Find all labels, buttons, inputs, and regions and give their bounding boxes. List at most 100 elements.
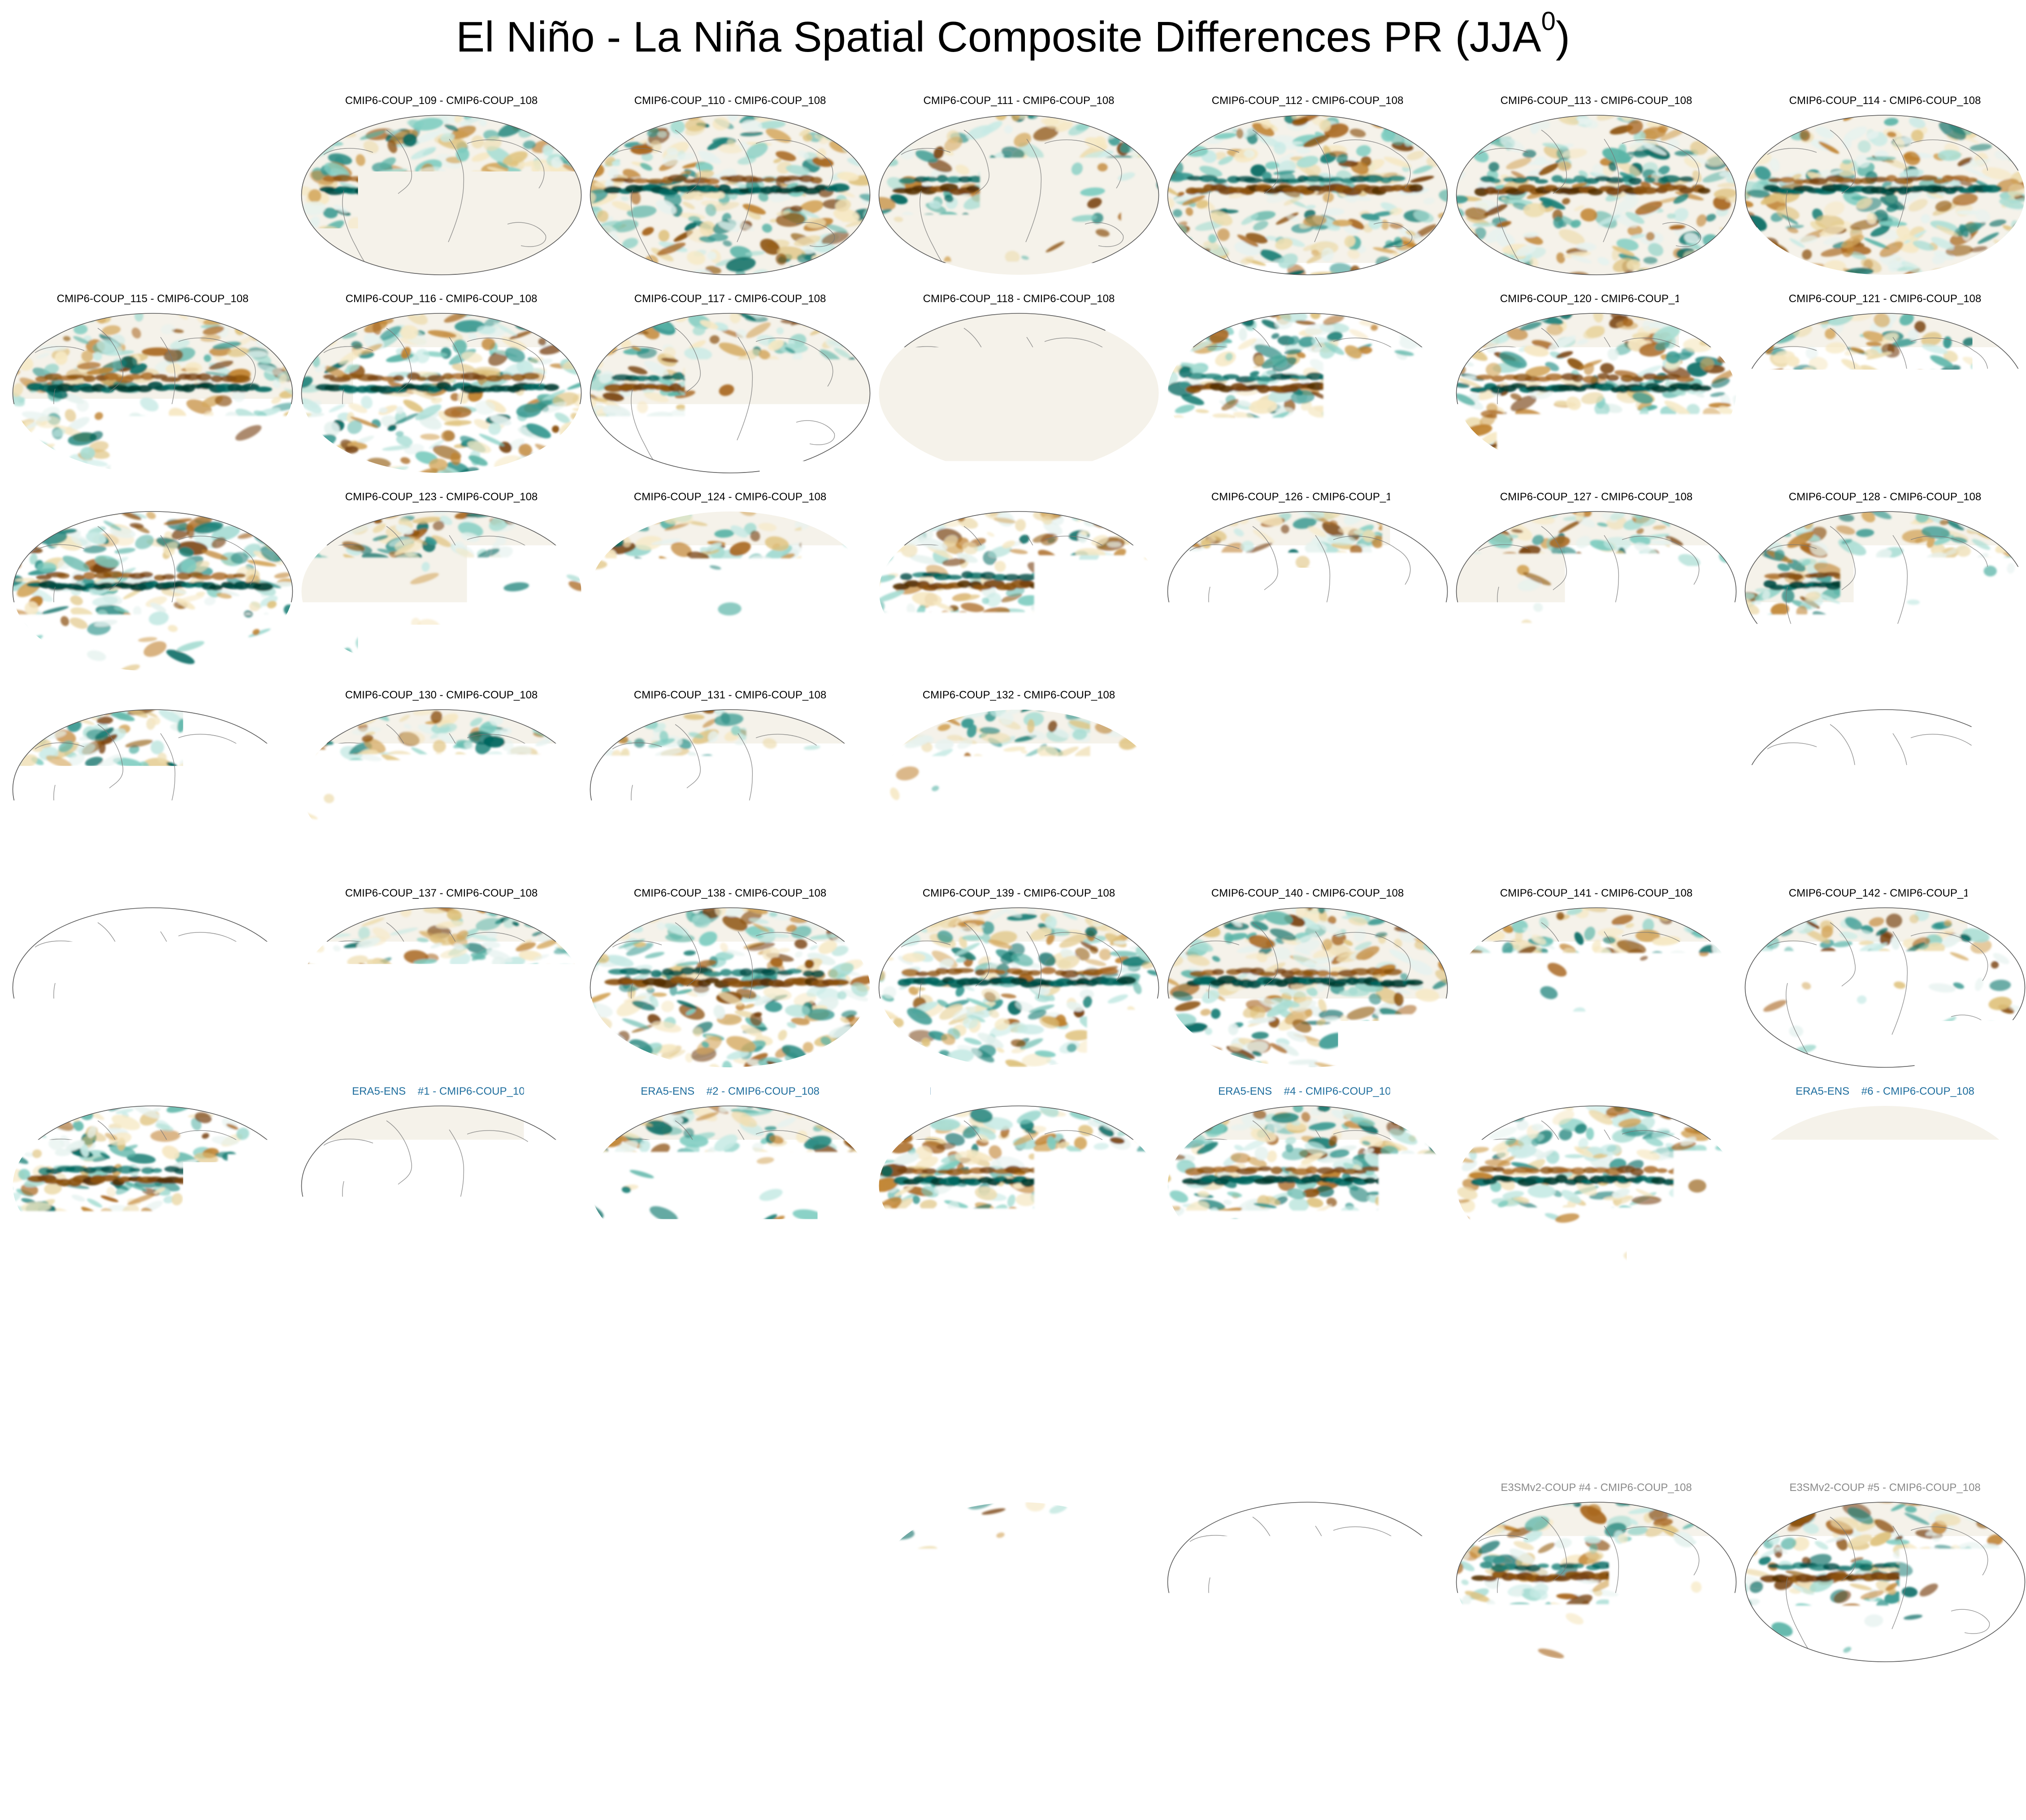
anomaly-patch xyxy=(1145,456,1159,468)
flanking-band-patch xyxy=(807,373,823,381)
anomaly-patch xyxy=(1155,122,1163,137)
anomaly-patch xyxy=(1740,168,1747,178)
anomaly-patch xyxy=(864,138,875,153)
anomaly-patch xyxy=(1163,465,1176,476)
anomaly-patch xyxy=(622,469,639,476)
anomaly-patch xyxy=(298,127,311,139)
anomaly-patch xyxy=(277,451,297,463)
anomaly-patch xyxy=(1977,452,1990,461)
anomaly-patch xyxy=(319,524,336,536)
anomaly-patch xyxy=(258,659,266,665)
equatorial-band-patch xyxy=(1696,386,1712,391)
anomaly-patch xyxy=(334,313,352,329)
anomaly-patch xyxy=(343,462,364,474)
anomaly-patch xyxy=(276,320,293,337)
anomaly-patch xyxy=(1684,264,1710,278)
anomaly-patch xyxy=(844,272,875,278)
flanking-band-patch xyxy=(519,572,540,580)
flanking-band-patch xyxy=(1660,175,1681,183)
anomaly-patch xyxy=(874,269,884,277)
anomaly-patch xyxy=(1751,135,1764,143)
anomaly-patch xyxy=(925,267,941,278)
anomaly-patch xyxy=(19,656,49,669)
anomaly-patch xyxy=(1983,268,1999,278)
anomaly-patch xyxy=(1477,315,1498,325)
anomaly-patch xyxy=(330,455,354,467)
anomaly-patch xyxy=(1709,467,1718,475)
anomaly-patch xyxy=(309,130,325,146)
anomaly-patch xyxy=(352,267,370,277)
anomaly-patch xyxy=(1452,436,1463,449)
anomaly-patch xyxy=(586,146,593,156)
anomaly-patch xyxy=(1372,315,1385,322)
anomaly-patch xyxy=(1745,232,1756,245)
anomaly-patch xyxy=(1514,112,1529,121)
anomaly-patch xyxy=(860,667,871,674)
anomaly-patch xyxy=(1467,313,1483,329)
global-precip-map xyxy=(874,310,1163,476)
anomaly-patch xyxy=(1437,446,1452,462)
anomaly-patch xyxy=(632,458,646,472)
anomaly-patch xyxy=(621,461,651,471)
anomaly-patch xyxy=(1163,256,1184,277)
anomaly-patch xyxy=(915,321,937,334)
anomaly-patch xyxy=(273,327,290,343)
anomaly-patch xyxy=(300,270,314,278)
anomaly-patch xyxy=(1452,121,1462,134)
anomaly-patch xyxy=(1524,310,1549,318)
anomaly-patch xyxy=(1191,112,1213,119)
anomaly-patch xyxy=(1163,146,1180,159)
flanking-band-patch xyxy=(1780,177,1795,183)
anomaly-patch xyxy=(1163,240,1179,260)
anomaly-patch xyxy=(11,641,23,654)
anomaly-patch xyxy=(615,519,633,533)
anomaly-patch xyxy=(37,310,54,321)
anomaly-patch xyxy=(1151,443,1163,458)
anomaly-patch xyxy=(396,406,403,414)
anomaly-patch xyxy=(874,154,891,162)
anomaly-patch xyxy=(19,328,46,338)
anomaly-patch xyxy=(1775,116,1794,121)
anomaly-patch xyxy=(1165,136,1184,153)
anomaly-patch xyxy=(251,462,277,468)
anomaly-patch xyxy=(1223,312,1246,321)
anomaly-patch xyxy=(586,647,614,659)
anomaly-patch xyxy=(553,451,567,461)
anomaly-patch xyxy=(337,268,349,278)
anomaly-patch xyxy=(883,310,897,315)
anomaly-patch xyxy=(861,357,875,368)
anomaly-patch xyxy=(305,335,329,347)
anomaly-patch xyxy=(352,667,362,674)
anomaly-patch xyxy=(278,335,290,345)
anomaly-patch xyxy=(617,317,636,323)
anomaly-patch xyxy=(1745,254,1758,262)
anomaly-patch xyxy=(273,659,284,667)
anomaly-patch xyxy=(276,334,297,355)
anomaly-patch xyxy=(25,326,35,338)
anomaly-patch xyxy=(859,620,868,628)
anomaly-patch xyxy=(844,261,868,277)
anomaly-patch xyxy=(820,508,845,517)
flanking-band-patch xyxy=(1965,178,1978,182)
anomaly-patch xyxy=(902,313,917,329)
flanking-band-patch xyxy=(1475,375,1493,380)
anomaly-patch xyxy=(44,310,57,315)
anomaly-patch xyxy=(1519,310,1533,319)
anomaly-patch xyxy=(25,508,43,516)
figure-title-text: El Niño - La Niña Spatial Composite Diff… xyxy=(456,13,1541,61)
anomaly-patch xyxy=(1794,268,1822,278)
anomaly-patch xyxy=(226,508,256,528)
anomaly-patch xyxy=(369,112,385,123)
anomaly-patch xyxy=(883,339,892,346)
anomaly-patch xyxy=(605,458,633,468)
anomaly-patch xyxy=(1492,269,1513,278)
flanking-band-patch xyxy=(1840,376,1854,381)
anomaly-patch xyxy=(586,639,610,654)
anomaly-patch xyxy=(80,310,100,320)
anomaly-patch xyxy=(8,316,17,333)
flanking-band-patch xyxy=(521,373,539,380)
anomaly-patch xyxy=(923,465,953,476)
anomaly-patch xyxy=(2001,335,2016,349)
anomaly-patch xyxy=(315,310,334,319)
anomaly-patch xyxy=(22,446,40,462)
